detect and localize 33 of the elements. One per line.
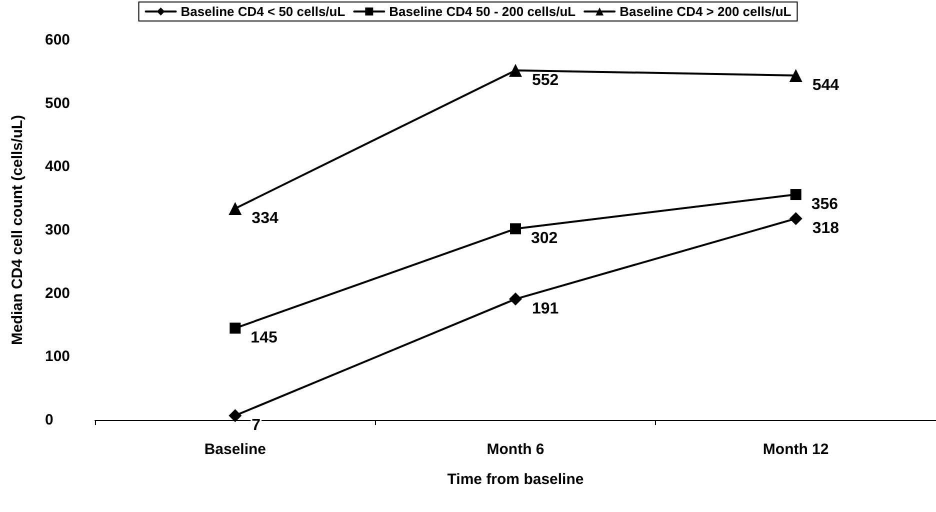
data-label: 191 bbox=[532, 300, 559, 318]
point bbox=[228, 409, 242, 422]
data-label: 334 bbox=[252, 210, 278, 227]
point bbox=[509, 64, 522, 77]
data-label: 318 bbox=[812, 220, 840, 238]
data-label: 356 bbox=[811, 196, 838, 214]
y-tick-label: 600 bbox=[45, 32, 70, 48]
point bbox=[789, 68, 802, 82]
point bbox=[790, 189, 802, 200]
x-tick-label: Month 12 bbox=[762, 441, 829, 458]
point bbox=[510, 223, 521, 234]
x-axis-title: Time from baseline bbox=[447, 471, 584, 488]
data-label: 145 bbox=[250, 330, 278, 347]
y-tick-label: 300 bbox=[45, 222, 70, 238]
point bbox=[228, 202, 242, 215]
legend-label: Baseline CD4 < 50 cells/uL bbox=[180, 4, 346, 19]
y-axis-title: Median CD4 cell count (cells/uL) bbox=[9, 114, 26, 346]
y-tick-label: 400 bbox=[45, 158, 70, 176]
y-tick-label: 0 bbox=[45, 412, 54, 428]
data-label: 302 bbox=[531, 230, 558, 248]
y-tick-label: 200 bbox=[45, 284, 70, 302]
point bbox=[509, 292, 522, 306]
legend-label: Baseline CD4 50 - 200 cells/uL bbox=[389, 4, 576, 19]
x-tick-label: Month 6 bbox=[486, 441, 544, 458]
legend-label: Baseline CD4 > 200 cells/uL bbox=[620, 4, 792, 19]
point bbox=[789, 212, 802, 226]
data-label: 544 bbox=[812, 76, 840, 94]
data-label: 7 bbox=[252, 417, 261, 434]
y-tick-label: 500 bbox=[45, 94, 70, 112]
data-label: 552 bbox=[532, 72, 559, 89]
y-tick-label: 100 bbox=[45, 348, 70, 366]
point bbox=[230, 322, 241, 334]
x-tick-label: Baseline bbox=[204, 441, 266, 458]
